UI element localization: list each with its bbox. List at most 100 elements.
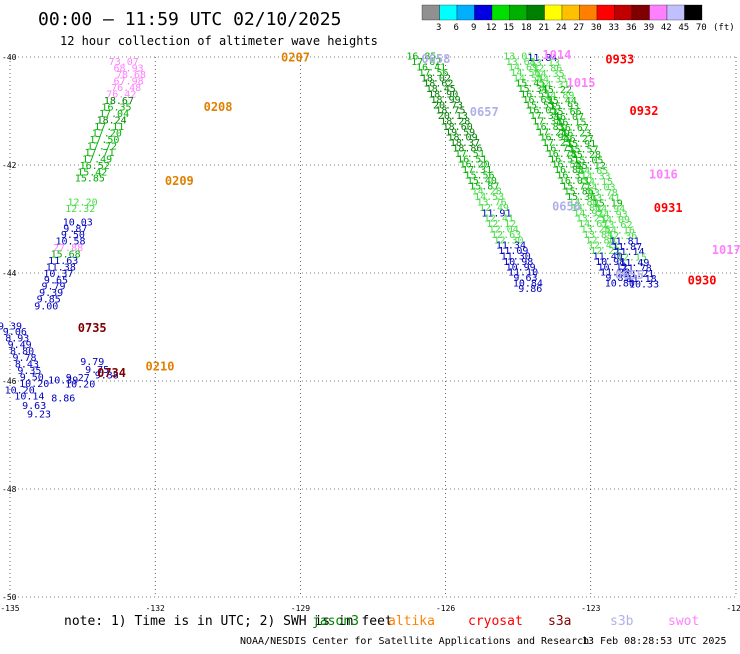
- legend-altika: altika: [388, 614, 435, 629]
- wave-height-label: 19.59: [445, 127, 475, 138]
- wave-height-label: 15.12: [576, 161, 606, 172]
- time-label: 0931: [654, 201, 683, 215]
- wave-height-label: 16.41: [416, 63, 446, 74]
- wave-height-label: 14.31: [539, 80, 569, 91]
- wave-height-label: 16.51: [549, 154, 579, 165]
- wave-height-label: 8.80: [10, 347, 34, 358]
- wave-height-label: 12.49: [479, 203, 509, 214]
- wave-height-label: 12.22: [590, 246, 620, 257]
- wave-height-label: 14.92: [573, 208, 603, 219]
- wave-height-label: 15.34: [518, 84, 548, 95]
- wave-height-label: 17.50: [89, 135, 119, 146]
- wave-height-label: 11.30: [501, 252, 531, 263]
- wave-height-label: 15.56: [464, 171, 494, 182]
- wave-height-label: 16.69: [523, 95, 553, 106]
- wave-height-label: 16.03: [559, 176, 589, 187]
- time-label: 0658: [421, 52, 450, 66]
- wave-height-label: 8.86: [51, 394, 75, 405]
- wave-height-label: 14.69: [508, 63, 538, 74]
- wave-height-label: 11.28: [600, 268, 630, 279]
- grid: [9, 56, 737, 598]
- wave-height-label: 10.98: [503, 257, 533, 268]
- wave-height-label: 16.85: [406, 52, 436, 63]
- wave-height-label: 11.21: [624, 269, 654, 280]
- wave-height-label: 18.75: [435, 106, 465, 117]
- wave-height-label: 15.40: [467, 176, 497, 187]
- wave-height-label: 11.09: [498, 246, 528, 257]
- wave-height-label: 18.24: [97, 115, 127, 126]
- y-tick-label: -40: [2, 53, 17, 62]
- wave-height-label: 12.43: [588, 241, 618, 252]
- wave-height-label: 9.78: [12, 353, 36, 364]
- wave-height-label: 9.87: [63, 224, 87, 235]
- x-tick-label: -132: [146, 604, 165, 613]
- wave-height-label: 13.68: [506, 57, 536, 68]
- wave-height-label: 14.50: [513, 73, 543, 84]
- colorbar-swatch: [684, 4, 703, 21]
- legend-s3a: s3a: [548, 614, 571, 629]
- wave-height-label: 16.52: [80, 161, 110, 172]
- wave-height-label: 14.33: [581, 172, 611, 183]
- wave-height-label: 17.51: [455, 149, 485, 160]
- colorbar-swatch: [579, 4, 598, 21]
- x-tick-label: -135: [0, 604, 19, 613]
- wave-height-label: 16.07: [554, 112, 584, 123]
- wave-height-label: 18.37: [450, 138, 480, 149]
- x-tick-label: -123: [581, 604, 600, 613]
- colorbar-label: 27: [573, 23, 584, 33]
- wave-height-label: 16.20: [460, 160, 490, 171]
- wave-height-label: 15.36: [566, 192, 596, 203]
- wave-height-label: 13.01: [503, 52, 533, 63]
- wave-height-label: 14.67: [578, 219, 608, 230]
- colorbar-swatch: [561, 4, 580, 21]
- wave-height-label: 17.23: [542, 138, 572, 149]
- wave-height-label: 18.60: [443, 122, 473, 133]
- wave-height-label: 15.77: [561, 181, 591, 192]
- wave-height-label: 13.78: [588, 188, 618, 199]
- wave-height-label: 10.20: [19, 379, 49, 390]
- colorbar-swatch: [544, 4, 563, 21]
- wave-height-label: 12.30: [493, 235, 523, 246]
- colorbar-swatch: [596, 4, 615, 21]
- colorbar-swatch: [631, 4, 650, 21]
- wave-height-label: 12.80: [585, 235, 615, 246]
- colorbar-swatch: [614, 4, 633, 21]
- wave-height-label: 15.42: [77, 167, 107, 178]
- y-tick-label: -48: [2, 485, 17, 494]
- wave-height-label: 16.23: [561, 128, 591, 139]
- footer-timestamp: 13 Feb 08:28:53 UTC 2025: [582, 636, 727, 647]
- time-label: 0735: [78, 321, 107, 335]
- colorbar-label: 3: [436, 23, 441, 33]
- wave-height-label: 11.84: [527, 53, 557, 64]
- wave-height-label: 73.07: [109, 57, 139, 68]
- colorbar-swatch: [649, 4, 668, 21]
- wave-height-label: 10.39: [48, 376, 78, 387]
- wave-height-label: 16.15: [556, 118, 586, 129]
- wave-height-label: 11.87: [612, 242, 642, 253]
- wave-height-label: 17.11: [94, 122, 124, 133]
- satellite-legend: jason3 altika cryosat s3a s3b swot: [312, 614, 699, 629]
- time-label: 0209: [165, 174, 194, 188]
- wave-height-label: 15.86: [564, 187, 594, 198]
- wave-height-label: 14.28: [472, 187, 502, 198]
- wave-height-label: 9.85: [37, 295, 61, 306]
- wave-height-label: 11.18: [627, 274, 657, 285]
- wave-height-label: 17.38: [532, 117, 562, 128]
- colorbar-label: 39: [643, 23, 654, 33]
- wave-height-label: 18.45: [426, 84, 456, 95]
- wave-height-label: 16.51: [457, 154, 487, 165]
- colorbar-label: 6: [454, 23, 459, 33]
- wave-height-label: 12.15: [617, 253, 647, 264]
- wave-height-label: 14.93: [598, 209, 628, 220]
- colorbar-label: 21: [538, 23, 549, 33]
- time-label: 1017: [712, 243, 740, 257]
- colorbar-swatch: [509, 4, 528, 21]
- wave-height-label: 16.67: [559, 123, 589, 134]
- wave-height-label: 10.33: [629, 280, 659, 291]
- x-tick-label: -120: [726, 604, 740, 613]
- wave-height-label: 8.43: [15, 360, 39, 371]
- colorbar-label: 18: [521, 23, 532, 33]
- wave-height-label: 15.44: [547, 96, 577, 107]
- chart-title: 00:00 – 11:59 UTC 02/10/2025: [38, 9, 341, 30]
